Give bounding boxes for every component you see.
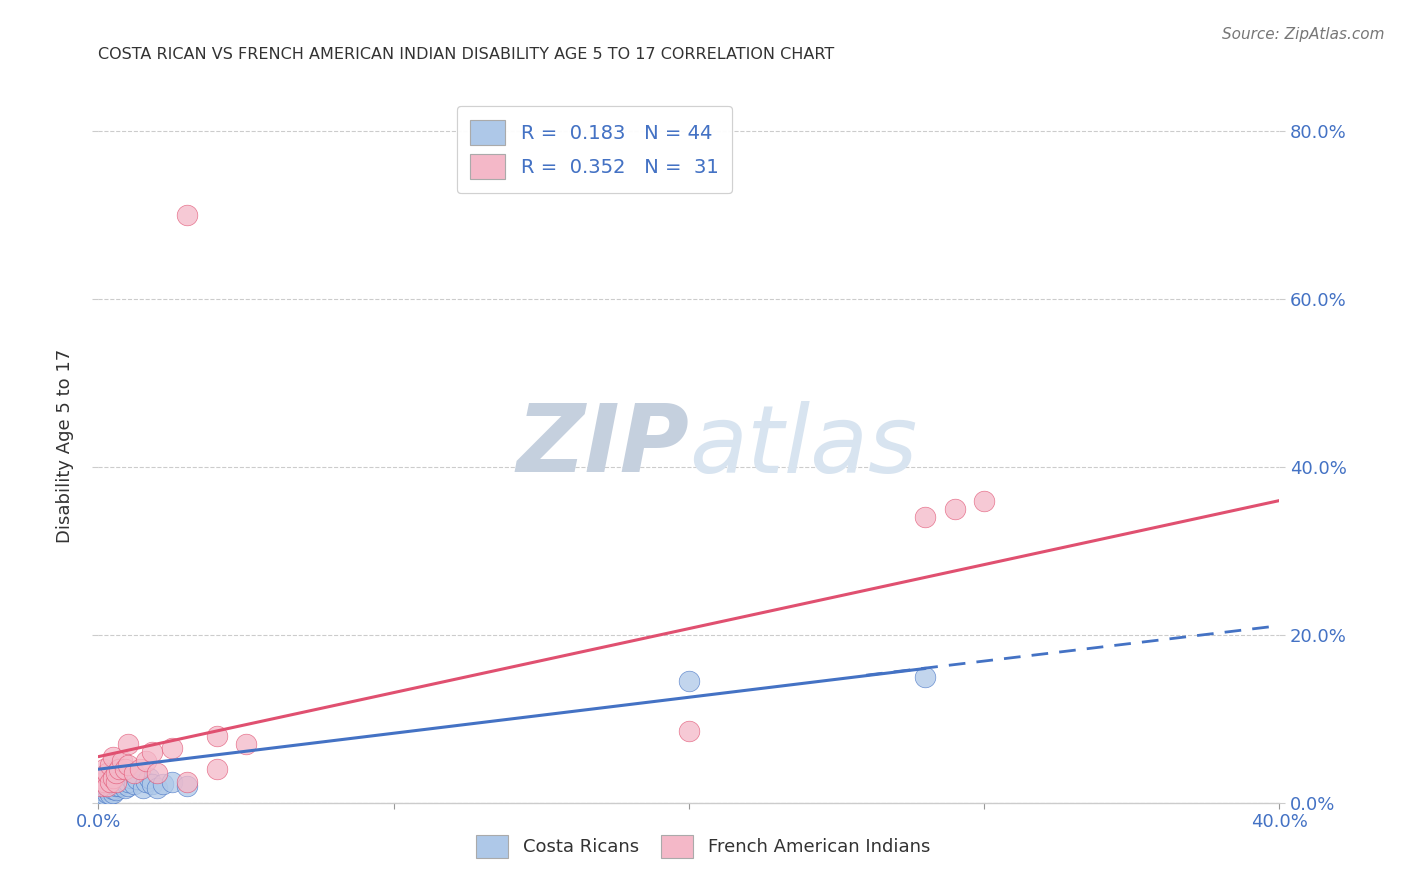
- Point: [103, 772, 125, 787]
- Y-axis label: Disability Age 5 to 17: Disability Age 5 to 17: [56, 349, 75, 543]
- Point: [973, 493, 995, 508]
- Point: [90, 771, 112, 785]
- Text: atlas: atlas: [689, 401, 917, 491]
- Point: [93, 780, 115, 795]
- Point: [205, 729, 228, 743]
- Point: [128, 762, 150, 776]
- Point: [162, 741, 183, 756]
- Point: [114, 780, 136, 795]
- Point: [93, 774, 115, 789]
- Point: [96, 779, 118, 793]
- Point: [117, 774, 139, 789]
- Point: [93, 777, 115, 791]
- Point: [122, 777, 145, 791]
- Point: [105, 774, 128, 789]
- Text: ZIP: ZIP: [516, 400, 689, 492]
- Point: [103, 786, 125, 800]
- Point: [96, 774, 118, 789]
- Point: [93, 762, 115, 776]
- Text: Source: ZipAtlas.com: Source: ZipAtlas.com: [1222, 27, 1385, 42]
- Point: [105, 779, 128, 793]
- Point: [90, 774, 112, 789]
- Point: [176, 208, 198, 222]
- Point: [96, 779, 118, 793]
- Text: COSTA RICAN VS FRENCH AMERICAN INDIAN DISABILITY AGE 5 TO 17 CORRELATION CHART: COSTA RICAN VS FRENCH AMERICAN INDIAN DI…: [98, 47, 835, 62]
- Point: [125, 772, 148, 787]
- Point: [108, 772, 131, 787]
- Point: [914, 670, 936, 684]
- Point: [98, 771, 121, 785]
- Point: [96, 766, 118, 780]
- Point: [141, 746, 163, 760]
- Point: [103, 749, 125, 764]
- Point: [141, 777, 163, 791]
- Point: [117, 758, 139, 772]
- Point: [678, 674, 700, 689]
- Point: [176, 779, 198, 793]
- Point: [176, 774, 198, 789]
- Point: [114, 762, 136, 776]
- Point: [90, 779, 112, 793]
- Point: [135, 754, 157, 768]
- Point: [111, 754, 134, 768]
- Point: [914, 510, 936, 524]
- Point: [103, 777, 125, 791]
- Point: [162, 774, 183, 789]
- Point: [90, 779, 112, 793]
- Point: [235, 737, 257, 751]
- Point: [146, 766, 169, 780]
- Legend: Costa Ricans, French American Indians: Costa Ricans, French American Indians: [468, 828, 938, 865]
- Point: [117, 779, 139, 793]
- Point: [98, 774, 121, 789]
- Point: [105, 766, 128, 780]
- Point: [146, 780, 169, 795]
- Point: [108, 762, 131, 776]
- Point: [111, 766, 134, 780]
- Point: [943, 502, 966, 516]
- Point: [122, 766, 145, 780]
- Point: [90, 783, 112, 797]
- Point: [117, 737, 139, 751]
- Point: [103, 771, 125, 785]
- Point: [90, 788, 112, 802]
- Point: [96, 782, 118, 797]
- Point: [678, 724, 700, 739]
- Point: [120, 771, 142, 785]
- Point: [98, 758, 121, 772]
- Point: [103, 782, 125, 797]
- Point: [98, 774, 121, 789]
- Point: [105, 783, 128, 797]
- Point: [152, 777, 174, 791]
- Point: [111, 777, 134, 791]
- Point: [93, 771, 115, 785]
- Point: [96, 766, 118, 780]
- Point: [96, 786, 118, 800]
- Point: [93, 788, 115, 802]
- Point: [108, 779, 131, 793]
- Point: [205, 762, 228, 776]
- Point: [105, 774, 128, 789]
- Point: [132, 780, 155, 795]
- Point: [98, 788, 121, 802]
- Point: [98, 780, 121, 795]
- Point: [135, 774, 157, 789]
- Point: [138, 771, 160, 785]
- Legend: R =  0.183   N = 44, R =  0.352   N =  31: R = 0.183 N = 44, R = 0.352 N = 31: [457, 106, 733, 193]
